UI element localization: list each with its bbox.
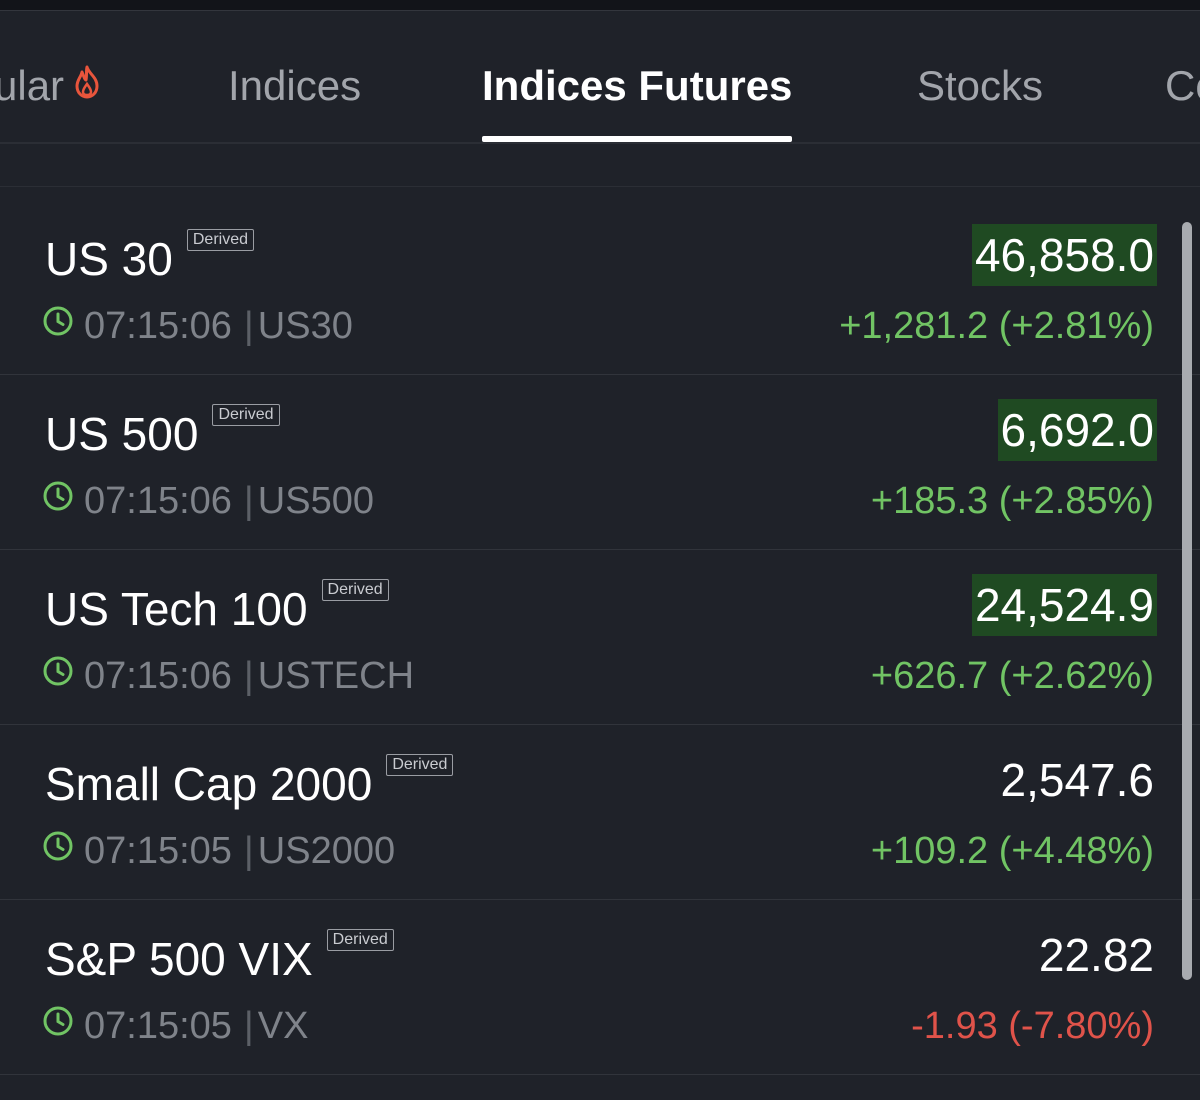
instrument-name-text: Small Cap 2000	[45, 758, 373, 810]
update-time: 07:15:05	[84, 1005, 232, 1047]
meta-separator: |	[243, 830, 254, 872]
derived-tag: Derived	[212, 404, 280, 426]
instrument-meta: 07:15:06 | US30	[42, 304, 353, 348]
instrument-name-text: US Tech 100	[45, 583, 308, 635]
list-item[interactable]: Small Cap 2000 Derived 07:15:05 | US2000 2,…	[0, 725, 1200, 900]
instrument-name: S&P 500 VIX Derived	[45, 929, 394, 985]
tab-popular[interactable]: ular	[0, 61, 102, 111]
top-bar	[0, 0, 1200, 11]
list-header-spacer	[0, 144, 1200, 187]
list-item[interactable]: US Tech 100 Derived 07:15:06 | USTECH 24,52…	[0, 550, 1200, 725]
tab-commodities[interactable]: Co	[1165, 61, 1200, 111]
instrument-meta: 07:15:05 | VX	[42, 1004, 309, 1048]
instrument-symbol: US30	[257, 305, 353, 347]
instrument-meta: 07:15:05 | US2000	[42, 829, 395, 873]
list-item[interactable]: US 30 Derived 07:15:06 | US30 46,858.0 +1,2…	[0, 200, 1200, 375]
derived-tag: Derived	[321, 579, 389, 601]
instrument-list: US 30 Derived 07:15:06 | US30 46,858.0 +1,2…	[0, 200, 1200, 1075]
update-time: 07:15:06	[84, 480, 232, 522]
instrument-name-text: US 500	[45, 408, 199, 460]
clock-icon	[42, 478, 74, 522]
clock-icon	[42, 828, 74, 872]
price-change: +1,281.2 (+2.81%)	[839, 305, 1154, 347]
tab-label: Indices Futures	[482, 62, 793, 109]
tab-stocks[interactable]: Stocks	[917, 61, 1043, 111]
derived-tag: Derived	[326, 929, 394, 951]
meta-separator: |	[243, 655, 254, 697]
instrument-symbol: USTECH	[257, 655, 415, 697]
price-value: 2,547.6	[1000, 754, 1154, 806]
tab-indices-futures[interactable]: Indices Futures	[482, 61, 793, 142]
instrument-name-text: S&P 500 VIX	[45, 933, 313, 985]
instrument-name-text: US 30	[45, 233, 173, 285]
tab-label: Co	[1165, 62, 1200, 109]
price-value: 46,858.0	[971, 224, 1157, 286]
price-value: 6,692.0	[997, 399, 1157, 461]
instrument-name: Small Cap 2000 Derived	[45, 754, 454, 810]
update-time: 07:15:06	[84, 655, 232, 697]
meta-separator: |	[243, 1005, 254, 1047]
price-change: +185.3 (+2.85%)	[870, 480, 1154, 522]
update-time: 07:15:05	[84, 830, 232, 872]
tab-label: ular	[0, 62, 65, 109]
price-change: +626.7 (+2.62%)	[870, 655, 1154, 697]
instrument-symbol: VX	[257, 1005, 309, 1047]
price-value: 22.82	[1038, 929, 1154, 981]
tab-label: Stocks	[917, 62, 1044, 109]
meta-separator: |	[243, 305, 254, 347]
list-item[interactable]: US 500 Derived 07:15:06 | US500 6,692.0 +18…	[0, 375, 1200, 550]
derived-tag: Derived	[386, 754, 454, 776]
instrument-meta: 07:15:06 | US500	[42, 479, 374, 523]
clock-icon	[42, 303, 74, 347]
price-value: 24,524.9	[971, 574, 1157, 636]
tab-label: Indices	[228, 62, 362, 109]
instrument-symbol: US2000	[257, 830, 396, 872]
active-tab-indicator	[482, 136, 793, 142]
clock-icon	[42, 1003, 74, 1047]
clock-icon	[42, 653, 74, 697]
fire-icon	[72, 61, 102, 111]
instrument-name: US 30 Derived	[45, 229, 254, 285]
meta-separator: |	[243, 480, 254, 522]
scrollbar[interactable]	[1182, 222, 1192, 980]
list-item[interactable]: S&P 500 VIX Derived 07:15:05 | VX 22.82 -1.…	[0, 900, 1200, 1075]
instrument-meta: 07:15:06 | USTECH	[42, 654, 414, 698]
update-time: 07:15:06	[84, 305, 232, 347]
category-tabs: ular Indices Indices Futures Stocks Co	[0, 11, 1200, 144]
derived-tag: Derived	[186, 229, 254, 251]
price-change: +109.2 (+4.48%)	[870, 830, 1154, 872]
instrument-name: US 500 Derived	[45, 404, 280, 460]
instrument-symbol: US500	[257, 480, 374, 522]
price-change: -1.93 (-7.80%)	[911, 1005, 1154, 1047]
instrument-name: US Tech 100 Derived	[45, 579, 389, 635]
tab-indices[interactable]: Indices	[228, 61, 361, 111]
